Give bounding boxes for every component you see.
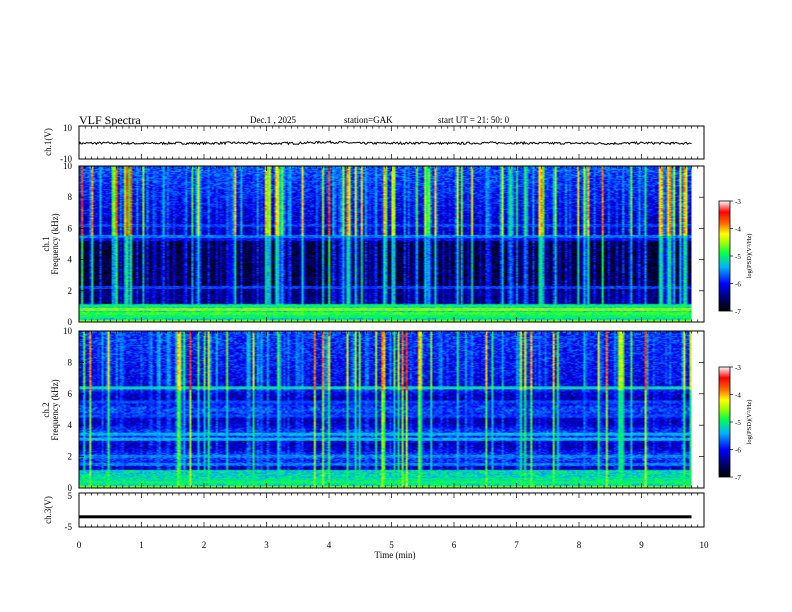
- ch1-spec-ytick-label: 4: [68, 255, 73, 265]
- ch1-ytick-bottom: -10: [60, 154, 72, 164]
- ch2-spectrogram-panel: 0 2 4 6 8 10 ch.2 Frequency (kHz): [41, 326, 705, 493]
- ch2-spec-ytick-label: 8: [68, 357, 73, 367]
- ch1-cb-tick-label: -5: [735, 253, 741, 261]
- ch1-spectrogram-yticks: 0 2 4 6 8 10: [63, 161, 704, 327]
- x-axis-tick-labels: 0 1 2 3 4 5 6 7 8 9 10: [77, 540, 709, 550]
- ch1-spec-ytick-label: 6: [68, 223, 73, 233]
- ch2-colorbar-gradient: [718, 366, 731, 478]
- ch1-ylabel: ch.1(V): [43, 128, 53, 156]
- ch2-spectrogram-image: [79, 331, 692, 488]
- x-tick-label: 1: [139, 540, 144, 550]
- ch2-spec-ytick-label: 4: [68, 420, 73, 430]
- ch1-spec-ytick-label: 0: [68, 317, 73, 327]
- ch3-waveform-panel: 5 -5 ch.3(V): [43, 491, 705, 532]
- date-label: Dec.1 , 2025: [250, 115, 296, 125]
- ch2-spec-ytick-label: 6: [68, 389, 73, 399]
- ch2-spec-ytick-label: 2: [68, 452, 73, 462]
- x-axis-label: Time (min): [375, 550, 416, 560]
- ch1-cb-tick-label: -7: [735, 308, 741, 316]
- ch1-waveform-panel: 10 -10 ch.1(V): [43, 123, 705, 164]
- ch1-colorbar-label: log(PSD)(V²/Hz): [746, 234, 753, 279]
- ch2-spec-ytick-label: 0: [68, 483, 73, 493]
- x-tick-label: 2: [202, 540, 207, 550]
- ch3-waveform-frame: [78, 492, 705, 528]
- ch1-ytick-top: 10: [63, 123, 73, 133]
- ch2-spec-ytick-label: 10: [63, 326, 73, 336]
- start-time-label: start UT = 21: 50: 0: [438, 115, 510, 125]
- ch2-cb-tick-label: -4: [735, 392, 741, 400]
- ch3-ylabel: ch.3(V): [43, 496, 53, 524]
- ch1-waveform-line: [78, 139, 692, 146]
- x-tick-label: 7: [514, 540, 519, 550]
- x-tick-label: 5: [389, 540, 394, 550]
- ch3-waveform-line: [78, 515, 692, 518]
- ch1-spec-ylabel-frequency: Frequency (kHz): [50, 213, 60, 274]
- ch1-spec-ylabel-channel: ch.1: [41, 236, 51, 251]
- ch1-cb-tick-label: -6: [735, 281, 741, 289]
- ch2-spectrogram-yticks: 0 2 4 6 8 10: [63, 326, 704, 493]
- ch1-cb-tick-label: -3: [735, 198, 741, 206]
- x-tick-label: 4: [327, 540, 332, 550]
- ch2-cb-tick-label: -6: [735, 447, 741, 455]
- ch2-cb-tick-label: -5: [735, 419, 741, 427]
- ch2-cb-tick-label: -7: [735, 474, 741, 482]
- ch2-spec-ylabel-frequency: Frequency (kHz): [50, 379, 60, 440]
- ch3-ytick-top: 5: [68, 491, 73, 501]
- ch2-colorbar: -3 -4 -5 -6 -7 log(PSD)(V²/Hz): [718, 364, 753, 482]
- ch1-waveform-ticks: [78, 126, 705, 159]
- ch1-spec-ytick-label: 2: [68, 286, 73, 296]
- x-tick-label: 10: [700, 540, 710, 550]
- ch3-ytick-bottom: -5: [65, 522, 73, 532]
- ch1-spectrogram-xticks: [78, 166, 705, 322]
- ch1-spec-ytick-label: 10: [63, 161, 73, 171]
- ch1-cb-tick-label: -4: [735, 226, 741, 234]
- station-label: station=GAK: [344, 115, 393, 125]
- ch2-colorbar-label: log(PSD)(V²/Hz): [746, 400, 753, 445]
- ch2-spectrogram-xticks: [78, 331, 705, 488]
- x-tick-label: 6: [452, 540, 457, 550]
- figure-title: VLF Spectra: [79, 113, 141, 127]
- x-tick-label: 3: [264, 540, 269, 550]
- ch1-spectrogram-image: [79, 166, 692, 322]
- ch1-colorbar-ticks: -3 -4 -5 -6 -7: [730, 198, 741, 316]
- ch2-spec-ylabel-channel: ch.2: [41, 402, 51, 417]
- x-tick-label: 8: [577, 540, 582, 550]
- ch1-colorbar-gradient: [718, 200, 731, 312]
- ch1-colorbar: -3 -4 -5 -6 -7 log(PSD)(V²/Hz): [718, 198, 753, 316]
- ch2-colorbar-ticks: -3 -4 -5 -6 -7: [730, 364, 741, 482]
- x-tick-label: 0: [77, 540, 82, 550]
- ch1-spec-ytick-label: 8: [68, 192, 73, 202]
- x-tick-label: 9: [639, 540, 644, 550]
- ch2-cb-tick-label: -3: [735, 364, 741, 372]
- ch3-waveform-ticks: [78, 493, 705, 527]
- ch1-spectrogram-panel: 0 2 4 6 8 10 ch.1 Frequency (kHz): [41, 161, 705, 327]
